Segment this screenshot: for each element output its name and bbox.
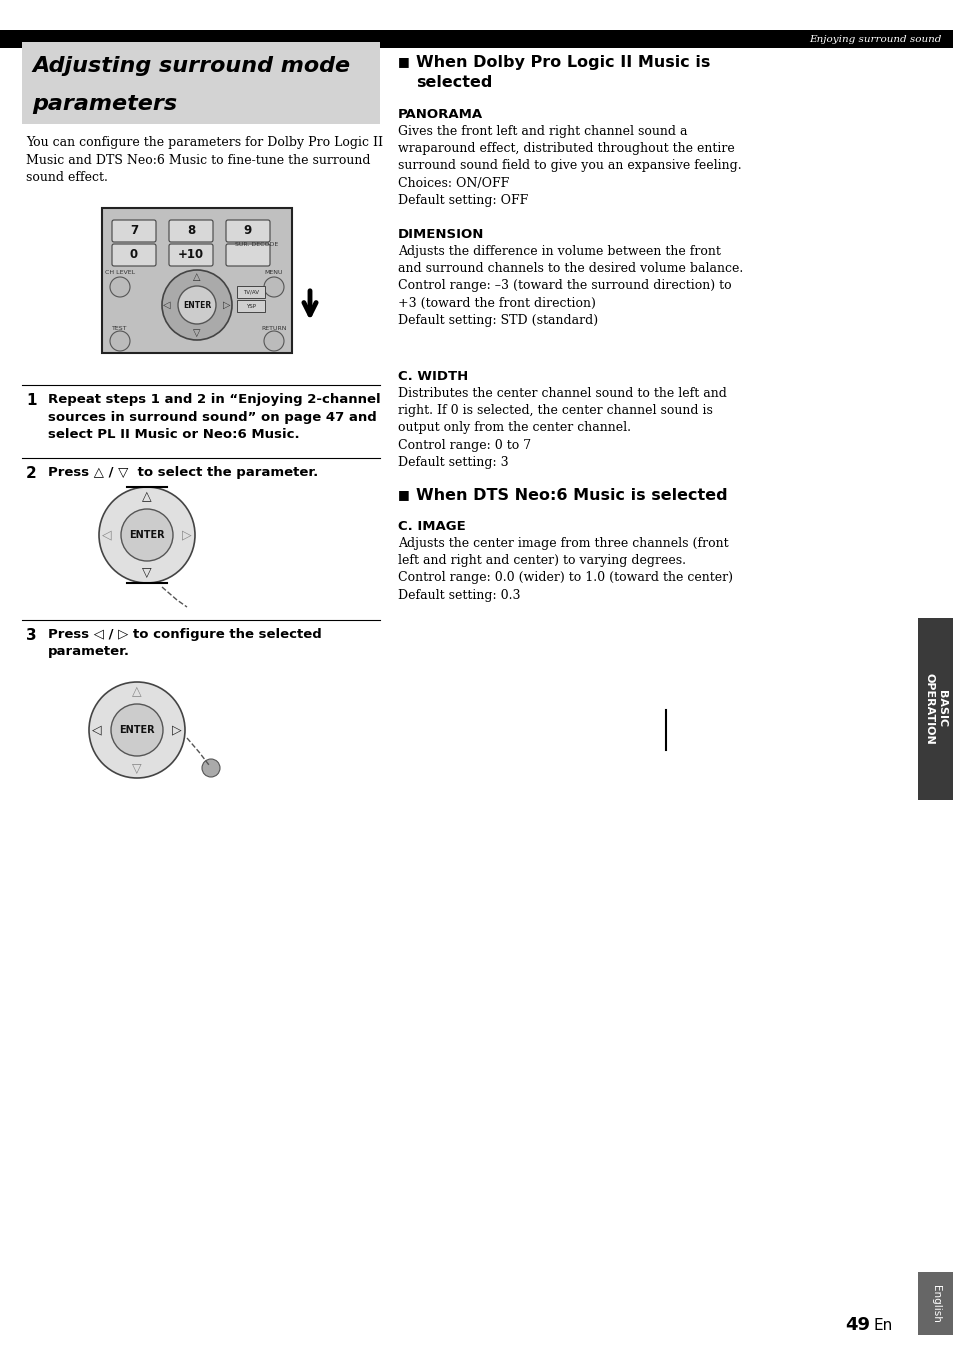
- Text: 9: 9: [244, 225, 252, 237]
- Text: ■: ■: [397, 488, 410, 501]
- Text: DIMENSION: DIMENSION: [397, 228, 484, 241]
- FancyBboxPatch shape: [112, 220, 156, 243]
- Circle shape: [264, 332, 284, 350]
- Text: Repeat steps 1 and 2 in “Enjoying 2-channel
sources in surround sound” on page 4: Repeat steps 1 and 2 in “Enjoying 2-chan…: [48, 394, 380, 441]
- Text: SUR. DECODE: SUR. DECODE: [235, 241, 278, 247]
- Bar: [0, 30, 953, 49]
- Bar: [917, 617, 953, 799]
- Bar: [102, 208, 292, 353]
- Circle shape: [110, 276, 130, 297]
- Text: PANORAMA: PANORAMA: [397, 108, 482, 121]
- Text: △: △: [132, 686, 142, 698]
- Text: ◁: ◁: [163, 301, 171, 310]
- Text: ◁: ◁: [92, 724, 102, 736]
- Circle shape: [264, 276, 284, 297]
- Text: TEST: TEST: [112, 325, 128, 330]
- Circle shape: [89, 682, 185, 778]
- Text: MENU: MENU: [265, 271, 283, 275]
- Text: parameters: parameters: [32, 94, 177, 115]
- Circle shape: [110, 332, 130, 350]
- Text: C. IMAGE: C. IMAGE: [397, 520, 465, 532]
- Text: +10: +10: [178, 248, 204, 262]
- Text: Enjoying surround sound: Enjoying surround sound: [809, 35, 941, 43]
- Text: BASIC
OPERATION: BASIC OPERATION: [923, 673, 946, 745]
- Text: ◁: ◁: [102, 528, 112, 542]
- Text: C. WIDTH: C. WIDTH: [397, 369, 468, 383]
- Text: ▽: ▽: [142, 566, 152, 580]
- Text: 1: 1: [26, 394, 36, 408]
- Text: ENTER: ENTER: [129, 530, 165, 541]
- Text: 3: 3: [26, 628, 36, 643]
- Text: 0: 0: [130, 248, 138, 262]
- Bar: [236, 301, 265, 311]
- Text: Press ◁ / ▷ to configure the selected
parameter.: Press ◁ / ▷ to configure the selected pa…: [48, 628, 321, 659]
- Circle shape: [202, 759, 220, 776]
- Circle shape: [111, 704, 163, 756]
- Text: selected: selected: [416, 75, 492, 90]
- Text: ▷: ▷: [172, 724, 182, 736]
- Text: △: △: [193, 272, 200, 282]
- Text: YSP: YSP: [246, 303, 255, 309]
- Text: Press △ / ▽  to select the parameter.: Press △ / ▽ to select the parameter.: [48, 466, 318, 479]
- Text: CH LEVEL: CH LEVEL: [105, 271, 135, 275]
- Text: ■: ■: [397, 55, 410, 67]
- Text: When DTS Neo:6 Music is selected: When DTS Neo:6 Music is selected: [416, 488, 727, 503]
- FancyBboxPatch shape: [226, 244, 270, 266]
- Circle shape: [121, 510, 172, 561]
- Text: English: English: [930, 1285, 940, 1322]
- Text: 7: 7: [130, 225, 138, 237]
- Text: ▽: ▽: [132, 762, 142, 775]
- Text: ▷: ▷: [223, 301, 231, 310]
- FancyBboxPatch shape: [169, 220, 213, 243]
- Text: ENTER: ENTER: [183, 301, 211, 310]
- Text: 8: 8: [187, 225, 195, 237]
- Text: Gives the front left and right channel sound a
wraparound effect, distributed th: Gives the front left and right channel s…: [397, 125, 740, 206]
- Bar: [236, 286, 265, 298]
- Bar: [22, 42, 379, 124]
- Circle shape: [178, 286, 215, 324]
- Text: ▷: ▷: [182, 528, 192, 542]
- Text: Adjusting surround mode: Adjusting surround mode: [32, 57, 350, 75]
- FancyBboxPatch shape: [169, 244, 213, 266]
- Text: △: △: [142, 491, 152, 504]
- Text: Distributes the center channel sound to the left and
right. If 0 is selected, th: Distributes the center channel sound to …: [397, 387, 726, 469]
- Circle shape: [99, 487, 194, 582]
- Circle shape: [162, 270, 232, 340]
- Text: 2: 2: [26, 466, 37, 481]
- Text: En: En: [873, 1317, 892, 1333]
- Text: Adjusts the center image from three channels (front
left and right and center) t: Adjusts the center image from three chan…: [397, 537, 732, 601]
- Text: 49: 49: [844, 1316, 869, 1335]
- Text: Adjusts the difference in volume between the front
and surround channels to the : Adjusts the difference in volume between…: [397, 245, 742, 326]
- FancyBboxPatch shape: [112, 244, 156, 266]
- Text: You can configure the parameters for Dolby Pro Logic II
Music and DTS Neo:6 Musi: You can configure the parameters for Dol…: [26, 136, 382, 183]
- Text: TV/AV: TV/AV: [243, 290, 258, 294]
- Text: ENTER: ENTER: [119, 725, 154, 735]
- Text: RETURN: RETURN: [261, 325, 287, 330]
- Text: ▽: ▽: [193, 328, 200, 338]
- Text: When Dolby Pro Logic II Music is: When Dolby Pro Logic II Music is: [416, 55, 710, 70]
- Bar: [917, 1273, 953, 1335]
- FancyBboxPatch shape: [226, 220, 270, 243]
